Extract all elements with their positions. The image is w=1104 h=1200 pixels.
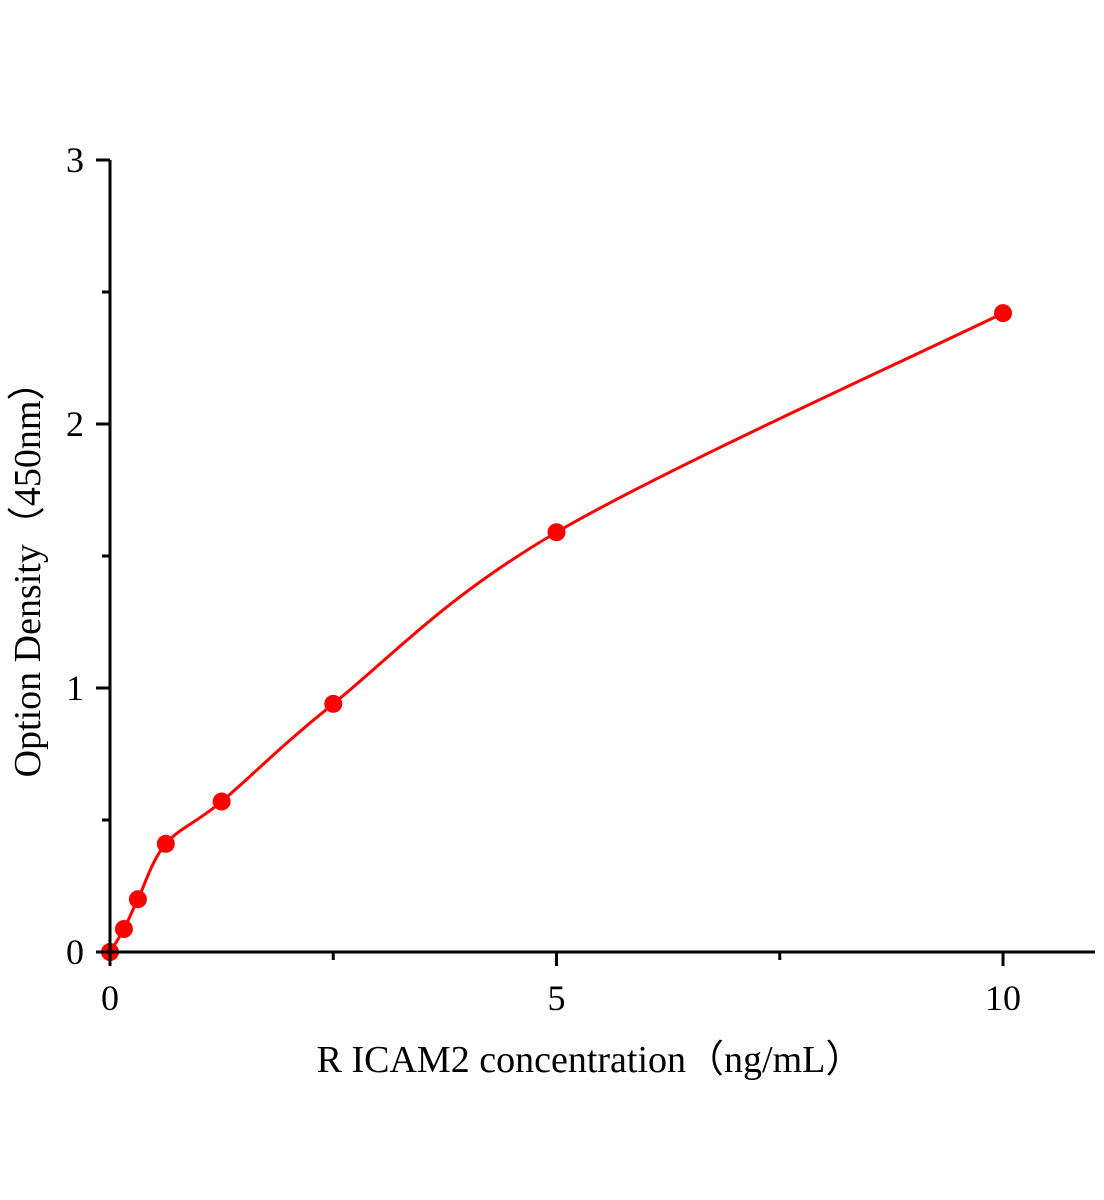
y-tick-label: 2 [66,404,84,444]
y-tick-label: 0 [66,932,84,972]
data-point [114,920,133,939]
data-point [156,834,175,853]
x-tick-label: 0 [101,978,119,1018]
x-tick-label: 5 [548,978,566,1018]
y-axis-label: Option Density（450nm） [7,363,49,778]
data-point [212,792,231,811]
data-point [994,304,1013,323]
data-point [128,890,147,909]
x-axis-label: R ICAM2 concentration（ng/mL） [317,1039,864,1081]
y-tick-label: 1 [66,668,84,708]
data-point [547,523,566,542]
data-point [324,694,343,713]
fit-curve [108,311,1004,953]
y-tick-label: 3 [66,140,84,180]
x-tick-label: 10 [985,978,1021,1018]
